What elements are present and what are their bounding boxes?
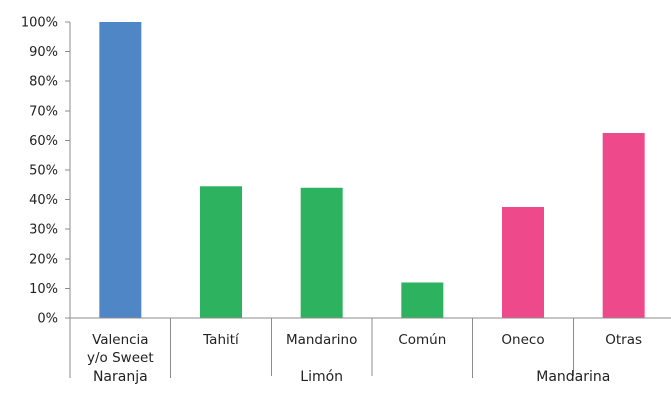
y-tick-label: 10% [29, 282, 58, 297]
x-category-label: Oneco [501, 332, 544, 348]
bar [200, 186, 242, 318]
bar [300, 187, 343, 318]
y-tick-label: 30% [29, 223, 58, 238]
bars [99, 22, 645, 318]
x-axis: Valencia y/o Sweet Tahití Mandarino Común One… [70, 317, 671, 385]
y-tick-label: 50% [29, 164, 58, 179]
x-category-label: Tahití [202, 332, 240, 348]
y-tick-label: 60% [29, 134, 58, 149]
group-label: Limón [300, 369, 343, 385]
y-tick-label: 20% [29, 252, 58, 267]
bar [99, 22, 142, 318]
bar [401, 282, 444, 318]
y-axis: 0% 10% 20% 30% 40% 50% 60% 70% 80% 90% 100% [21, 16, 71, 378]
x-category-label: Otras [605, 332, 642, 348]
bar [602, 133, 645, 318]
x-category-label: Mandarino [286, 332, 357, 348]
y-tick-label: 90% [29, 45, 58, 60]
x-category-label: Común [398, 332, 446, 348]
x-category-label: Valencia [92, 332, 149, 348]
x-category-label: y/o Sweet [87, 350, 154, 366]
y-tick-label: 100% [21, 16, 58, 31]
y-tick-label: 80% [29, 75, 58, 90]
group-label: Naranja [93, 369, 148, 385]
y-tick-label: 70% [29, 104, 58, 119]
group-label: Mandarina [536, 369, 610, 385]
y-tick-label: 40% [29, 193, 58, 208]
bar [502, 207, 544, 318]
y-tick-label: 0% [37, 312, 58, 327]
